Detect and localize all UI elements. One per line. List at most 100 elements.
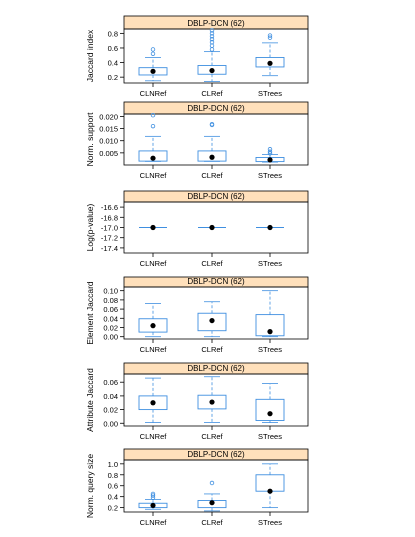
y-tick-label: 0.8 — [108, 29, 118, 38]
outlier-point — [209, 121, 215, 127]
box-clnref — [138, 303, 168, 338]
panel-title: DBLP-DCN (62) — [187, 19, 245, 28]
y-tick-label: 0.8 — [108, 471, 118, 480]
interquartile-box — [197, 312, 227, 332]
y-tick-label: 0.2 — [108, 504, 118, 513]
box-clnref — [139, 224, 167, 231]
y-tick-label: 0.4 — [108, 59, 118, 68]
x-tick-label: CLNRef — [140, 89, 168, 98]
median-point — [209, 317, 215, 324]
interquartile-box — [197, 394, 227, 410]
outlier-point — [150, 47, 156, 52]
median-point — [267, 60, 273, 66]
outlier-point — [209, 43, 215, 48]
panel-3: DBLP-DCN (62) -16.6-16.8 -17.0-17.2-17.4 Lo… — [85, 190, 309, 268]
panel-4: DBLP-DCN (62) 0.000.020.040.060.080.10 Ele… — [85, 276, 309, 354]
interquartile-box — [138, 150, 168, 162]
y-axis-label: Norm. support — [85, 112, 95, 166]
y-tick-label: 0.00 — [103, 419, 118, 428]
outlier-point — [209, 47, 215, 52]
x-tick-label: STrees — [258, 432, 282, 441]
x-tick-label: CLNRef — [140, 259, 168, 268]
outlier-point — [150, 113, 156, 118]
outlier-point — [267, 147, 273, 152]
outlier-point — [150, 123, 156, 129]
x-tick-label: CLRef — [201, 518, 223, 527]
median-point — [150, 68, 156, 74]
panel-title: DBLP-DCN (62) — [187, 104, 245, 113]
box-strees — [255, 463, 285, 509]
x-tick-label: STrees — [258, 345, 282, 354]
y-tick-label: 0.02 — [103, 323, 118, 332]
outlier-point — [209, 480, 215, 486]
box-strees — [256, 224, 284, 231]
outlier-point — [150, 491, 156, 497]
y-tick-label: 1.0 — [108, 460, 118, 469]
box-clref — [197, 301, 227, 338]
median-point — [150, 502, 156, 509]
median-point — [209, 224, 215, 231]
outlier-point — [209, 28, 215, 33]
y-tick-label: 0.6 — [108, 482, 118, 491]
box-strees — [255, 147, 285, 163]
x-tick-label: CLRef — [201, 259, 223, 268]
median-point — [267, 157, 273, 163]
median-point — [267, 224, 273, 231]
median-point — [209, 67, 215, 74]
x-tick-label: CLNRef — [140, 171, 168, 180]
y-tick-label: 0.2 — [108, 73, 118, 82]
panel-1: DBLP-DCN (62) 0.2 0.4 0.6 0.8 Jaccard index CL… — [85, 15, 309, 98]
y-axis-label: Jaccard index — [85, 29, 95, 82]
y-tick-label: 0.005 — [99, 149, 118, 158]
box-clref — [197, 28, 227, 82]
x-tick-label: CLRef — [201, 171, 223, 180]
median-point — [209, 399, 215, 405]
x-tick-label: CLNRef — [140, 518, 168, 527]
y-tick-label: -17.0 — [101, 224, 118, 233]
median-point — [150, 400, 156, 406]
median-point — [267, 329, 273, 335]
box-clref — [197, 121, 227, 162]
outlier-point — [267, 149, 273, 154]
plot-frame — [123, 28, 309, 84]
panel-2: DBLP-DCN (62) 0.005 0.010 0.015 0.020 Norm. s… — [85, 101, 309, 180]
median-point — [209, 500, 215, 506]
y-tick-label: 0.015 — [99, 125, 118, 134]
interquartile-box — [138, 67, 168, 76]
x-tick-label: CLRef — [201, 89, 223, 98]
y-tick-label: 0.10 — [103, 287, 118, 296]
y-tick-label: 0.04 — [103, 392, 118, 401]
y-tick-label: 0.04 — [103, 314, 118, 323]
y-tick-label: 0.00 — [103, 333, 118, 342]
box-clnref — [138, 491, 168, 510]
panel-title: DBLP-DCN (62) — [187, 450, 245, 459]
interquartile-box — [197, 150, 227, 162]
x-tick-label: STrees — [258, 171, 282, 180]
outlier-point — [209, 37, 215, 42]
outlier-point — [267, 151, 273, 156]
outlier-point — [267, 35, 273, 40]
box-clref — [197, 376, 227, 423]
panel-title: DBLP-DCN (62) — [187, 192, 245, 201]
y-axis-label: Log(p-value) — [85, 203, 95, 251]
y-tick-label: 0.010 — [99, 137, 118, 146]
y-tick-label: -17.4 — [101, 244, 118, 253]
plot-frame — [123, 113, 309, 166]
y-tick-label: -17.2 — [101, 234, 118, 243]
box-clnref — [138, 47, 168, 82]
interquartile-box — [138, 318, 168, 333]
interquartile-box — [197, 65, 227, 75]
interquartile-box — [138, 395, 168, 411]
x-tick-label: CLRef — [201, 345, 223, 354]
outlier-point — [150, 493, 156, 498]
y-axis-label: Norm. query size — [85, 454, 95, 519]
box-strees — [255, 33, 285, 77]
x-tick-label: CLRef — [201, 432, 223, 441]
outlier-point — [209, 34, 215, 39]
y-tick-label: 0.06 — [103, 305, 118, 314]
plot-frame — [123, 373, 309, 427]
x-tick-label: STrees — [258, 89, 282, 98]
interquartile-box — [255, 398, 285, 421]
y-tick-label: 0.08 — [103, 296, 118, 305]
